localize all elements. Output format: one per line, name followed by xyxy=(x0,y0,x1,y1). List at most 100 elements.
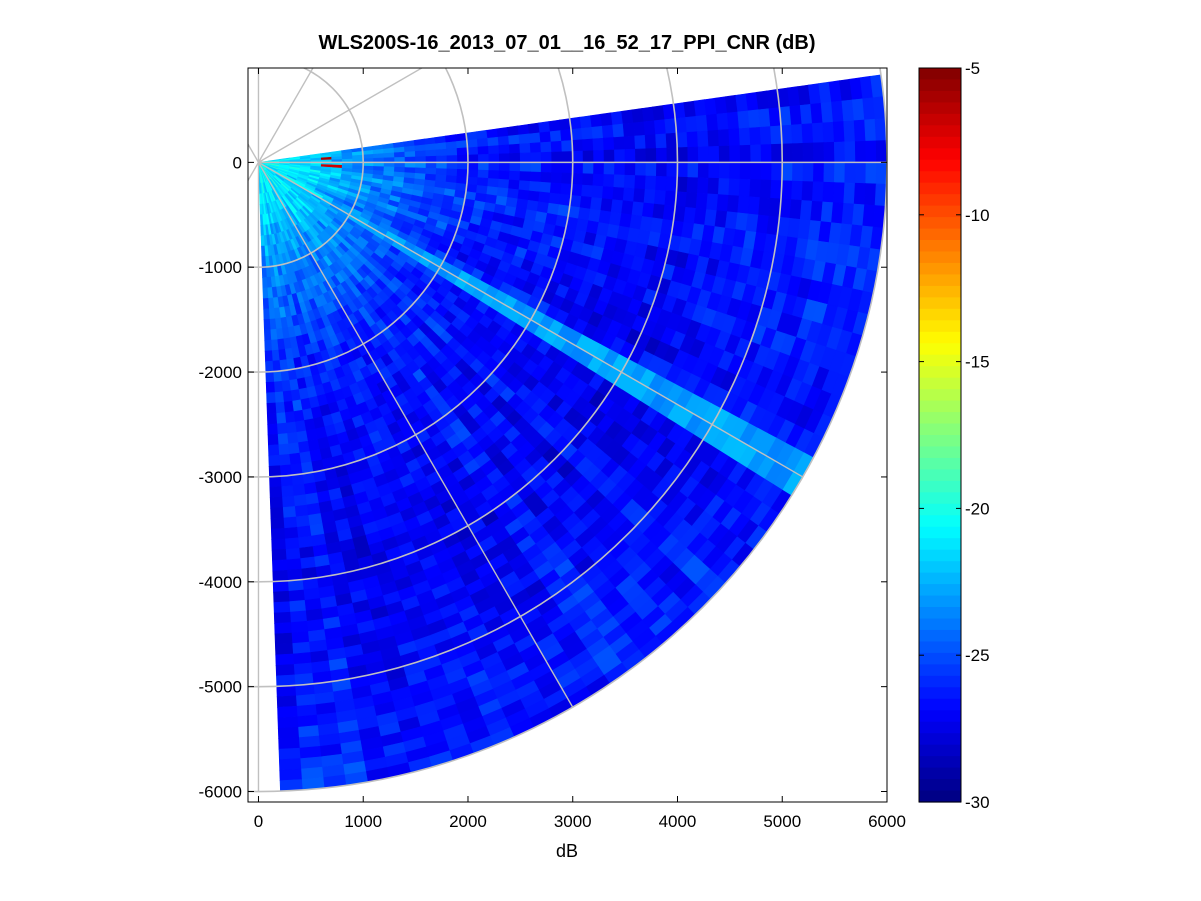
colorbar-tick-label: -10 xyxy=(965,206,990,225)
cnr-cell xyxy=(519,143,531,154)
cnr-cell xyxy=(685,116,698,133)
cnr-cell xyxy=(631,201,645,217)
cnr-cell xyxy=(296,704,317,718)
polar-grid xyxy=(248,68,887,793)
cnr-cell xyxy=(288,452,302,466)
cnr-cell xyxy=(540,162,553,173)
cnr-cell xyxy=(760,144,773,163)
cnr-cell xyxy=(726,111,740,130)
cnr-cell xyxy=(801,181,814,202)
cnr-cell xyxy=(264,329,272,341)
cnr-cell xyxy=(781,143,794,163)
cnr-cell xyxy=(476,137,489,148)
cnr-cell xyxy=(262,287,269,299)
cnr-cell xyxy=(538,121,551,134)
cnr-cell xyxy=(614,162,626,176)
cnr-cell xyxy=(592,173,605,187)
cnr-cell xyxy=(579,115,593,129)
cnr-cell xyxy=(264,339,272,352)
cnr-cell xyxy=(508,143,521,154)
cnr-cell xyxy=(278,454,291,467)
colorbar-segment xyxy=(919,412,961,425)
colorbar-segment xyxy=(919,377,961,390)
cnr-cell xyxy=(738,178,751,198)
cnr-cell xyxy=(362,154,374,160)
cnr-cell xyxy=(266,413,278,425)
x-axis-label: dB xyxy=(556,841,578,861)
cnr-cell xyxy=(614,149,626,163)
cnr-cell xyxy=(280,474,293,487)
cnr-cell xyxy=(820,201,834,223)
cnr-cell xyxy=(561,162,574,174)
cnr-cell xyxy=(593,162,605,175)
azimuth-spoke xyxy=(257,68,314,163)
azimuth-spoke xyxy=(258,161,804,478)
cnr-cell xyxy=(621,109,634,125)
cnr-cell xyxy=(685,192,698,209)
cnr-cell xyxy=(436,155,448,163)
cnr-cell xyxy=(799,103,813,125)
colorbar-frame xyxy=(918,67,962,803)
cnr-cell xyxy=(665,132,678,149)
cnr-cell xyxy=(697,130,709,148)
colorbar-tick-label: -30 xyxy=(965,793,990,812)
cnr-cell xyxy=(749,179,762,198)
cnr-cell xyxy=(717,129,730,147)
cnr-cell xyxy=(716,112,730,131)
cnr-cell xyxy=(706,113,719,132)
cnr-cell xyxy=(865,162,877,185)
cnr-cell xyxy=(750,144,762,163)
cnr-cell xyxy=(527,122,541,135)
cnr-cell xyxy=(276,422,288,435)
cnr-cell xyxy=(265,381,275,394)
cnr-cell xyxy=(269,496,283,509)
cnr-cell xyxy=(813,162,825,183)
cnr-cell xyxy=(728,178,741,197)
cnr-cell xyxy=(728,128,741,147)
cnr-cell xyxy=(295,515,310,528)
cnr-cell xyxy=(548,192,561,206)
cnr-cell xyxy=(273,590,290,603)
cnr-cell xyxy=(271,549,287,561)
cnr-cell xyxy=(799,200,813,221)
colorbar-segment xyxy=(919,435,961,448)
cnr-cell xyxy=(549,182,562,195)
colorbar-segment xyxy=(919,457,961,471)
cnr-cell xyxy=(467,146,479,156)
cnr-cell xyxy=(272,570,289,582)
cnr-cell xyxy=(278,758,302,771)
cnr-cell xyxy=(550,172,563,184)
cnr-cell xyxy=(530,162,542,173)
colorbar-segment xyxy=(919,595,961,608)
cnr-cell xyxy=(373,153,385,159)
cnr-cell xyxy=(273,381,283,393)
cnr-cell xyxy=(592,137,605,151)
x-tick-label: 6000 xyxy=(868,812,906,831)
cnr-cell xyxy=(789,105,803,126)
cnr-cell xyxy=(295,693,316,707)
cnr-cell xyxy=(643,189,656,205)
cnr-cell xyxy=(280,369,290,382)
cnr-cell xyxy=(455,132,468,142)
cnr-cell xyxy=(274,632,293,645)
cnr-cell xyxy=(467,162,479,171)
colorbar-segment xyxy=(919,90,961,104)
y-tick-label: -2000 xyxy=(199,363,242,382)
cnr-cell xyxy=(498,144,511,155)
cnr-cell xyxy=(613,136,626,151)
cnr-cell xyxy=(282,506,297,519)
cnr-cell xyxy=(791,180,804,201)
cnr-cell xyxy=(561,140,573,153)
cnr-cell xyxy=(435,168,448,176)
cnr-cell xyxy=(273,601,291,614)
colorbar-segment xyxy=(919,733,961,746)
cnr-cell xyxy=(812,181,825,203)
cnr-cell xyxy=(278,737,300,750)
cnr-cell xyxy=(279,779,303,792)
cnr-cell xyxy=(286,432,299,445)
cnr-cell xyxy=(270,339,279,351)
cnr-cell xyxy=(571,173,584,186)
colorbar xyxy=(919,67,961,803)
cnr-cell xyxy=(771,162,783,181)
colorbar-segment xyxy=(919,652,961,665)
